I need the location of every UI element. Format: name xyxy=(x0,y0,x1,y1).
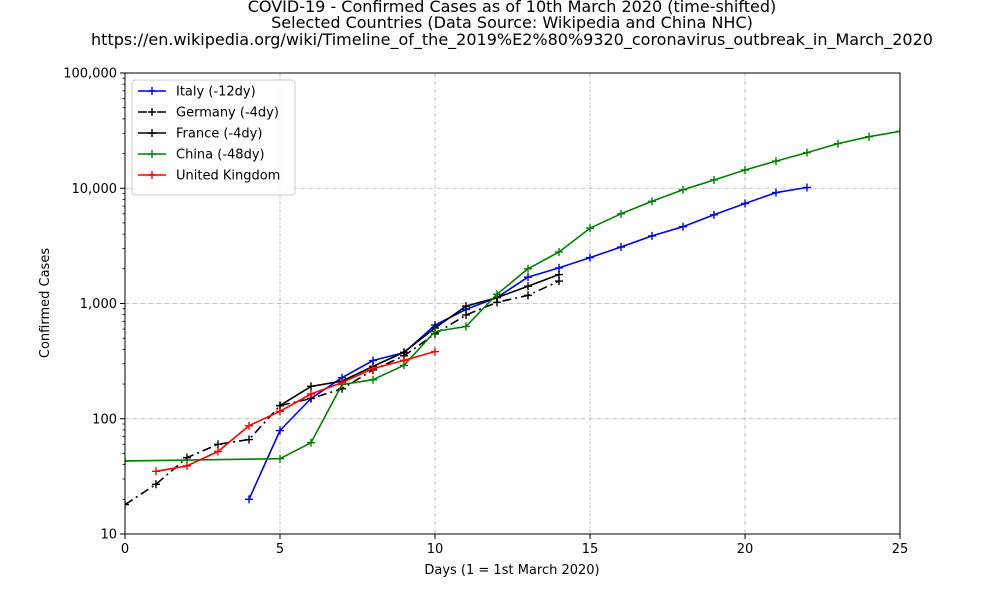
data-point xyxy=(741,199,749,208)
y-tick-label: 1,000 xyxy=(80,297,117,312)
series-4 xyxy=(152,347,439,476)
data-point xyxy=(710,210,718,219)
legend-label: Italy (-12dy) xyxy=(176,85,256,100)
data-point xyxy=(462,322,470,331)
data-point xyxy=(245,435,253,444)
y-axis-label: Confirmed Cases xyxy=(38,248,53,358)
data-point xyxy=(524,273,532,282)
chart-title-line-2: Selected Countries (Data Source: Wikiped… xyxy=(271,13,753,32)
data-point xyxy=(276,454,284,463)
data-point xyxy=(152,467,160,476)
legend-marker xyxy=(148,171,156,179)
data-point xyxy=(617,209,625,218)
legend-box xyxy=(131,79,296,196)
data-point xyxy=(741,165,749,174)
data-point xyxy=(245,421,253,430)
legend-label: United Kingdom xyxy=(176,169,280,184)
data-point xyxy=(865,132,873,141)
data-point xyxy=(834,139,842,148)
data-point xyxy=(276,426,284,435)
data-point xyxy=(648,231,656,240)
data-point xyxy=(648,197,656,206)
legend-item: Italy (-12dy) xyxy=(138,85,256,100)
legend-marker xyxy=(148,108,156,116)
data-point xyxy=(679,222,687,231)
data-point xyxy=(555,270,563,279)
legend-marker xyxy=(148,129,156,137)
y-tick-label: 100,000 xyxy=(63,67,117,82)
legend-label: France (-4dy) xyxy=(176,127,262,142)
legend: Italy (-12dy) Germany (-4dy) France (-4dy)… xyxy=(131,79,296,196)
x-tick-label: 15 xyxy=(582,542,599,557)
data-point xyxy=(524,264,532,273)
x-tick-label: 10 xyxy=(427,542,444,557)
data-point xyxy=(617,243,625,252)
y-axis: 10 100 1,000 10,000 100,000 xyxy=(63,67,125,543)
data-point xyxy=(896,127,900,136)
x-tick-label: 25 xyxy=(892,542,909,557)
data-point xyxy=(338,378,346,387)
data-point xyxy=(369,375,377,384)
series-3 xyxy=(125,127,900,465)
data-point xyxy=(152,480,160,489)
data-point xyxy=(462,302,470,311)
x-axis: 0 5 10 15 20 25 xyxy=(121,534,908,557)
data-point xyxy=(307,438,315,447)
series-line xyxy=(125,130,900,462)
legend-item: United Kingdom xyxy=(138,169,280,184)
data-point xyxy=(400,356,408,365)
y-tick-label: 100 xyxy=(92,412,117,427)
data-point xyxy=(400,348,408,357)
data-point xyxy=(125,500,129,509)
data-point xyxy=(245,495,253,504)
data-point xyxy=(214,440,222,449)
legend-label: Germany (-4dy) xyxy=(176,106,279,121)
data-point xyxy=(125,456,129,465)
data-point xyxy=(772,157,780,166)
x-axis-label: Days (1 = 1st March 2020) xyxy=(424,563,599,578)
series-line xyxy=(155,350,436,473)
chart-title-line-1: COVID-19 - Confirmed Cases as of 10th Ma… xyxy=(248,0,776,16)
data-point xyxy=(307,389,315,398)
data-point xyxy=(183,461,191,470)
legend-marker xyxy=(148,87,156,95)
data-point xyxy=(214,447,222,456)
legend-item: Germany (-4dy) xyxy=(138,106,279,121)
data-point xyxy=(369,364,377,373)
data-point xyxy=(710,175,718,184)
data-point xyxy=(307,382,315,391)
legend-item: France (-4dy) xyxy=(138,127,262,142)
data-point xyxy=(772,188,780,197)
y-tick-label: 10,000 xyxy=(72,182,118,197)
y-tick-label: 10 xyxy=(100,528,117,543)
data-point xyxy=(586,224,594,233)
data-point xyxy=(462,310,470,319)
data-point xyxy=(524,291,532,300)
data-point xyxy=(431,347,439,356)
data-point xyxy=(555,247,563,256)
series-layer xyxy=(125,127,900,509)
x-tick-label: 20 xyxy=(737,542,754,557)
data-point xyxy=(493,290,501,299)
data-point xyxy=(524,282,532,291)
legend-marker xyxy=(148,150,156,158)
data-point xyxy=(431,327,439,336)
legend-label: China (-48dy) xyxy=(176,148,265,163)
data-point xyxy=(803,183,811,192)
x-tick-label: 5 xyxy=(276,542,284,557)
series-line xyxy=(279,273,560,407)
x-tick-label: 0 xyxy=(121,542,129,557)
data-point xyxy=(586,253,594,262)
chart-title-line-3: https://en.wikipedia.org/wiki/Timeline_o… xyxy=(91,30,933,50)
data-point xyxy=(276,407,284,416)
data-point xyxy=(803,148,811,157)
data-point xyxy=(679,185,687,194)
legend-item: China (-48dy) xyxy=(138,148,265,163)
